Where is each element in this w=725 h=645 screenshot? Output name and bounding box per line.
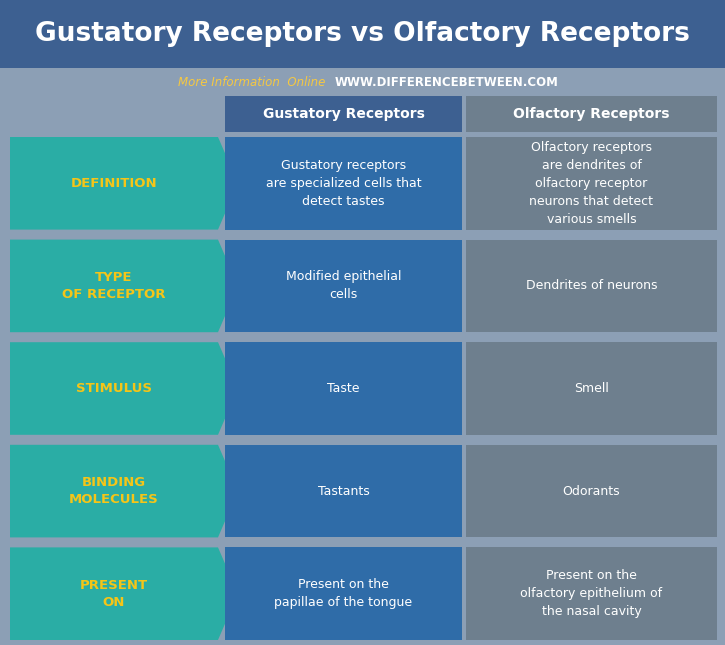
Text: Odorants: Odorants xyxy=(563,484,621,497)
Text: Present on the
papillae of the tongue: Present on the papillae of the tongue xyxy=(275,578,413,609)
Text: More Information  Online: More Information Online xyxy=(178,75,333,88)
Text: Smell: Smell xyxy=(574,382,609,395)
Bar xyxy=(466,137,717,230)
Text: Gustatory Receptors: Gustatory Receptors xyxy=(262,107,424,121)
Bar xyxy=(225,548,462,640)
Bar xyxy=(466,96,717,132)
Bar xyxy=(466,548,717,640)
Text: Dendrites of neurons: Dendrites of neurons xyxy=(526,279,658,292)
Text: Tastants: Tastants xyxy=(318,484,369,497)
Text: DEFINITION: DEFINITION xyxy=(70,177,157,190)
Text: Gustatory Receptors vs Olfactory Receptors: Gustatory Receptors vs Olfactory Recepto… xyxy=(35,21,690,47)
Bar xyxy=(466,342,717,435)
Bar xyxy=(225,342,462,435)
Polygon shape xyxy=(10,548,238,640)
Text: Present on the
olfactory epithelium of
the nasal cavity: Present on the olfactory epithelium of t… xyxy=(521,569,663,618)
Bar xyxy=(225,445,462,537)
Bar xyxy=(225,137,462,230)
Polygon shape xyxy=(10,342,238,435)
Text: Modified epithelial
cells: Modified epithelial cells xyxy=(286,270,401,301)
Text: Gustatory receptors
are specialized cells that
detect tastes: Gustatory receptors are specialized cell… xyxy=(265,159,421,208)
Text: PRESENT
ON: PRESENT ON xyxy=(80,579,148,609)
Text: Olfactory Receptors: Olfactory Receptors xyxy=(513,107,670,121)
Text: WWW.DIFFERENCEBETWEEN.COM: WWW.DIFFERENCEBETWEEN.COM xyxy=(334,75,558,88)
Text: Olfactory receptors
are dendrites of
olfactory receptor
neurons that detect
vari: Olfactory receptors are dendrites of olf… xyxy=(529,141,653,226)
Bar xyxy=(0,0,725,68)
Text: STIMULUS: STIMULUS xyxy=(76,382,152,395)
Polygon shape xyxy=(10,239,238,332)
Text: TYPE
OF RECEPTOR: TYPE OF RECEPTOR xyxy=(62,271,166,301)
Text: Taste: Taste xyxy=(327,382,360,395)
Bar xyxy=(466,445,717,537)
Bar xyxy=(466,239,717,332)
Text: BINDING
MOLECULES: BINDING MOLECULES xyxy=(69,476,159,506)
Polygon shape xyxy=(10,137,238,230)
Bar xyxy=(225,239,462,332)
Bar xyxy=(225,96,462,132)
Polygon shape xyxy=(10,445,238,537)
